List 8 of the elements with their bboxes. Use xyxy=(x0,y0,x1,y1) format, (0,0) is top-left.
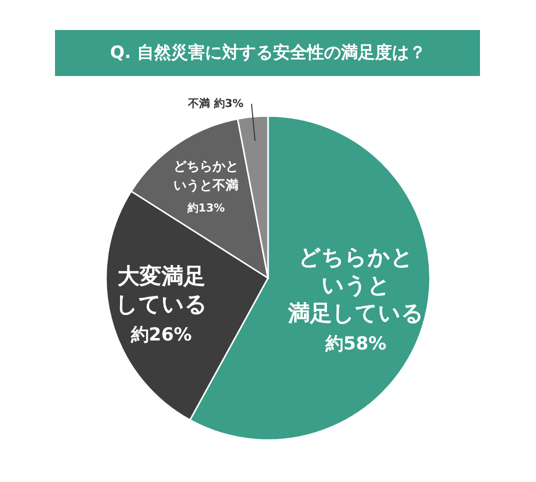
slice-label: 大変満足している xyxy=(115,263,208,318)
data-label: 約26% xyxy=(130,324,192,346)
data-label: 約58% xyxy=(324,334,386,355)
slice-label: どちらかというと満足している xyxy=(286,246,424,327)
slice-label: どちらかというと不満 xyxy=(174,159,239,194)
slice-label: 不満 約3% xyxy=(187,96,244,110)
data-label: 約13% xyxy=(186,201,225,214)
chart-title: Q. 自然災害に対する安全性の満足度は？ xyxy=(110,43,426,63)
